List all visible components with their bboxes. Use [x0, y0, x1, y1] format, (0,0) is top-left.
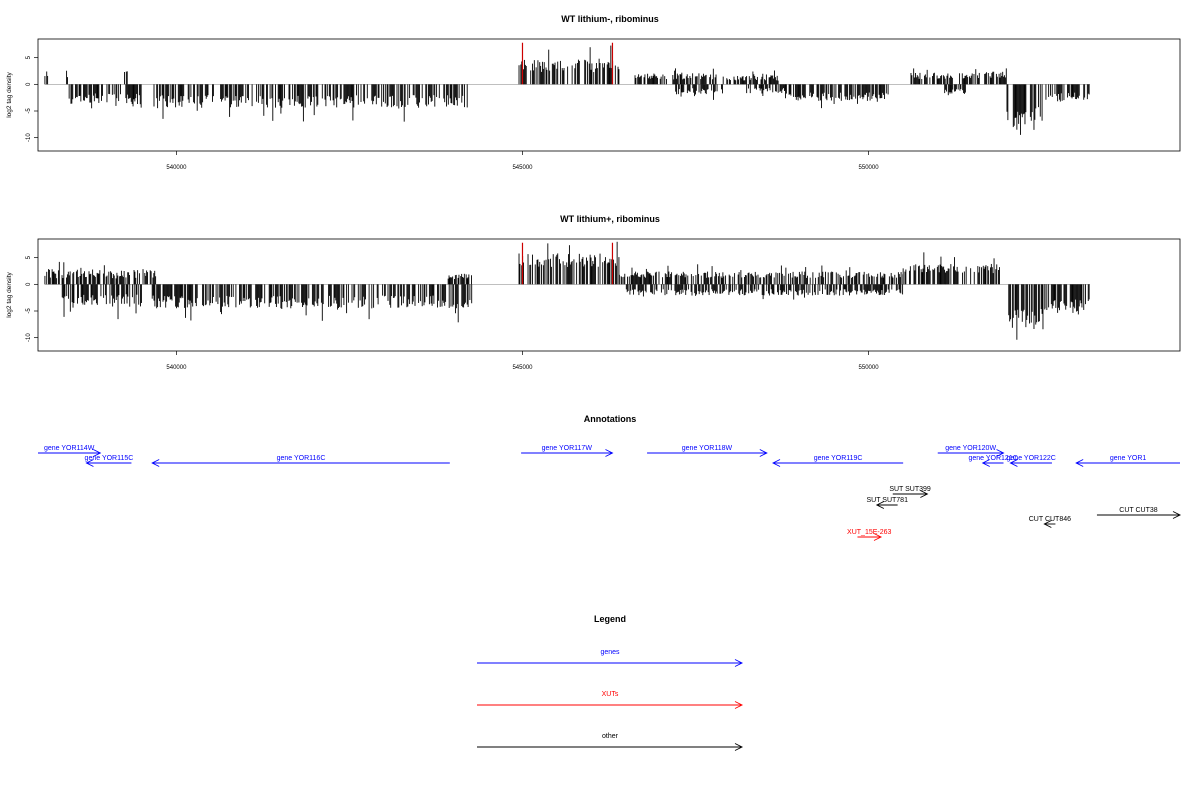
y-tick-label: 5 — [26, 255, 32, 259]
density-bars — [44, 241, 1090, 340]
panel-title: WT lithium+, ribominus — [560, 214, 660, 224]
feature-label: gene YOR119C — [814, 455, 863, 462]
feature-arrowhead — [1075, 459, 1084, 467]
plot-frame — [37, 238, 1181, 352]
feature-arrowhead — [873, 533, 883, 541]
feature-label: gene YOR121C — [968, 455, 1017, 462]
feature-arrowhead — [759, 449, 768, 457]
feature-label: CUT CUT38 — [1119, 507, 1157, 514]
feature-label: gene YOR116C — [277, 455, 326, 462]
feature-arrowhead — [981, 459, 990, 467]
x-tick-label: 545000 — [512, 365, 533, 371]
feature-arrowhead — [1172, 511, 1182, 519]
y-tick-label: 5 — [26, 55, 32, 59]
feature-label: gene YOR118W — [682, 445, 733, 452]
feature-arrowhead — [1043, 520, 1052, 528]
legend-label: XUTs — [602, 691, 619, 698]
feature-label: gene YOR115C — [85, 455, 134, 462]
feature-arrowhead — [93, 449, 102, 457]
y-tick-label: 0 — [26, 282, 32, 286]
legend-items: genes XUTs other — [477, 649, 744, 751]
y-axis: -10 -5 0 5 — [26, 255, 38, 342]
x-tick-label: 550000 — [859, 165, 880, 171]
annotations-title: Annotations — [584, 414, 637, 424]
x-axis: 540000 545000 550000 — [166, 351, 879, 371]
feature-arrowhead — [1009, 459, 1018, 467]
y-tick-label: -5 — [26, 108, 32, 114]
panel-lithium-minus: WT lithium-, ribominus log2 tag density … — [6, 14, 1181, 171]
feature-arrowhead — [151, 459, 160, 467]
density-bars — [44, 42, 1090, 135]
x-tick-label: 550000 — [859, 365, 880, 371]
legend-arrowhead — [734, 659, 744, 667]
x-axis: 540000 545000 550000 — [166, 151, 879, 171]
feature-label: SUT SUT781 — [866, 497, 908, 504]
feature-label: gene YOR117W — [542, 445, 593, 452]
panel-lithium-plus: WT lithium+, ribominus log2 tag density … — [6, 214, 1181, 371]
plot-frame — [37, 38, 1181, 152]
feature-label: XUT_15E-263 — [847, 529, 891, 536]
legend-label: genes — [600, 649, 620, 656]
legend-title: Legend — [594, 614, 626, 624]
feature-label: SUT SUT399 — [889, 486, 931, 493]
panel-title: WT lithium-, ribominus — [561, 14, 659, 24]
feature-arrowhead — [85, 459, 94, 467]
feature-arrowhead — [920, 490, 929, 498]
feature-arrowhead — [605, 449, 614, 457]
legend-arrowhead — [734, 701, 744, 709]
feature-label: CUT CUT846 — [1029, 516, 1071, 523]
feature-arrowhead — [772, 459, 781, 467]
feature-label: gene YOR1 — [1110, 455, 1147, 462]
y-tick-label: 0 — [26, 82, 32, 86]
feature-label: gene YOR122C — [1007, 455, 1056, 462]
legend-arrowhead — [734, 743, 744, 751]
legend: Legend genes XUTs other — [477, 614, 744, 751]
x-tick-label: 545000 — [512, 165, 533, 171]
x-tick-label: 540000 — [166, 365, 187, 371]
y-axis-label: log2 tag density — [6, 71, 13, 117]
feature-label: gene YOR120W — [945, 445, 996, 452]
y-tick-label: -10 — [26, 333, 32, 342]
y-axis: -10 -5 0 5 — [26, 55, 38, 142]
y-tick-label: -5 — [26, 308, 32, 314]
y-tick-label: -10 — [26, 133, 32, 142]
annotation-features: gene YOR114W gene YOR115C gene YOR116C gene… — [38, 445, 1182, 541]
x-tick-label: 540000 — [166, 165, 187, 171]
feature-arrowhead — [996, 449, 1005, 457]
feature-label: gene YOR114W — [44, 445, 95, 452]
feature-arrowhead — [875, 501, 885, 509]
y-axis-label: log2 tag density — [6, 271, 13, 317]
legend-label: other — [602, 733, 619, 740]
